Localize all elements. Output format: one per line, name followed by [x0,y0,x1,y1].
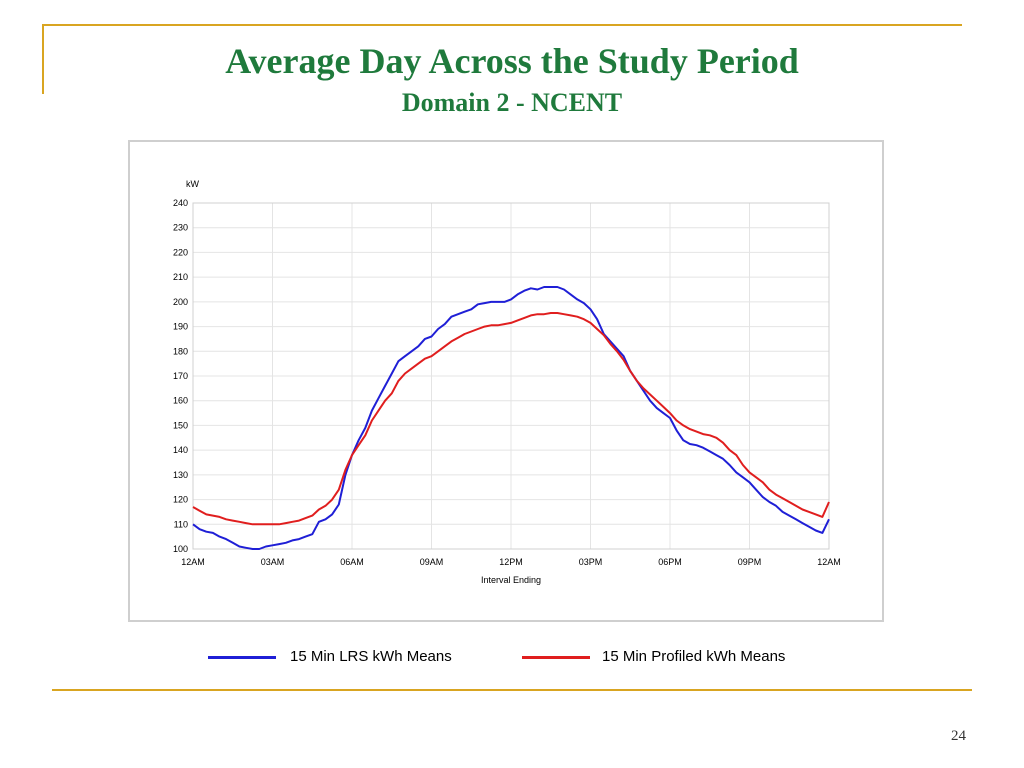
series-line-profiled [192,312,830,526]
y-tick-label: 210 [173,272,188,282]
x-tick-label: 03AM [261,557,285,567]
x-tick-label: 06AM [340,557,364,567]
y-tick-label: 180 [173,346,188,356]
y-axis-label: kW [186,179,200,189]
x-tick-label: 09PM [738,557,762,567]
bottom-rule [52,689,972,691]
series-lines [192,286,830,550]
series-line-lrs [192,286,830,550]
legend-swatch-lrs [208,656,276,659]
y-tick-label: 130 [173,470,188,480]
slide-subtitle: Domain 2 - NCENT [401,88,623,117]
x-tick-label: 12PM [499,557,523,567]
chart-frame: 100 110 120 130 140 150 160 170 180 190 200 210 220 2… [128,140,884,622]
plot-area [192,202,830,550]
legend-label-lrs: 15 Min LRS kWh Means [290,648,452,665]
y-tick-label: 230 [173,223,188,233]
page-number: 24 [951,728,966,744]
slide-title: Average Day Across the Study Period [225,41,799,81]
legend-label-profiled: 15 Min Profiled kWh Means [602,648,786,665]
x-tick-labels: 12AM 03AM 06AM 09AM 12PM 03PM 06PM 09PM 12AM [181,557,841,567]
y-tick-label: 170 [173,371,188,381]
grid-lines [192,202,830,550]
y-tick-label: 110 [174,519,188,529]
y-tick-label: 200 [173,297,188,307]
line-chart: 100 110 120 130 140 150 160 170 180 190 200 210 220 2… [173,179,841,585]
y-tick-label: 240 [173,198,188,208]
y-tick-label: 120 [173,495,188,505]
y-tick-label: 150 [173,420,188,430]
top-rule [42,24,962,26]
x-tick-label: 03PM [579,557,603,567]
x-tick-label: 12AM [181,557,205,567]
y-tick-label: 160 [173,396,188,406]
y-tick-label: 190 [173,322,188,332]
y-tick-label: 140 [173,445,188,455]
x-tick-label: 12AM [817,557,841,567]
x-axis-label: Interval Ending [481,575,541,585]
y-tick-label: 100 [173,544,188,554]
legend-swatch-profiled [522,656,590,659]
y-tick-label: 220 [173,247,188,257]
x-tick-label: 06PM [658,557,682,567]
y-tick-labels: 100 110 120 130 140 150 160 170 180 190 200 210 220 2… [173,198,188,554]
left-rule [42,24,44,94]
x-tick-label: 09AM [420,557,444,567]
